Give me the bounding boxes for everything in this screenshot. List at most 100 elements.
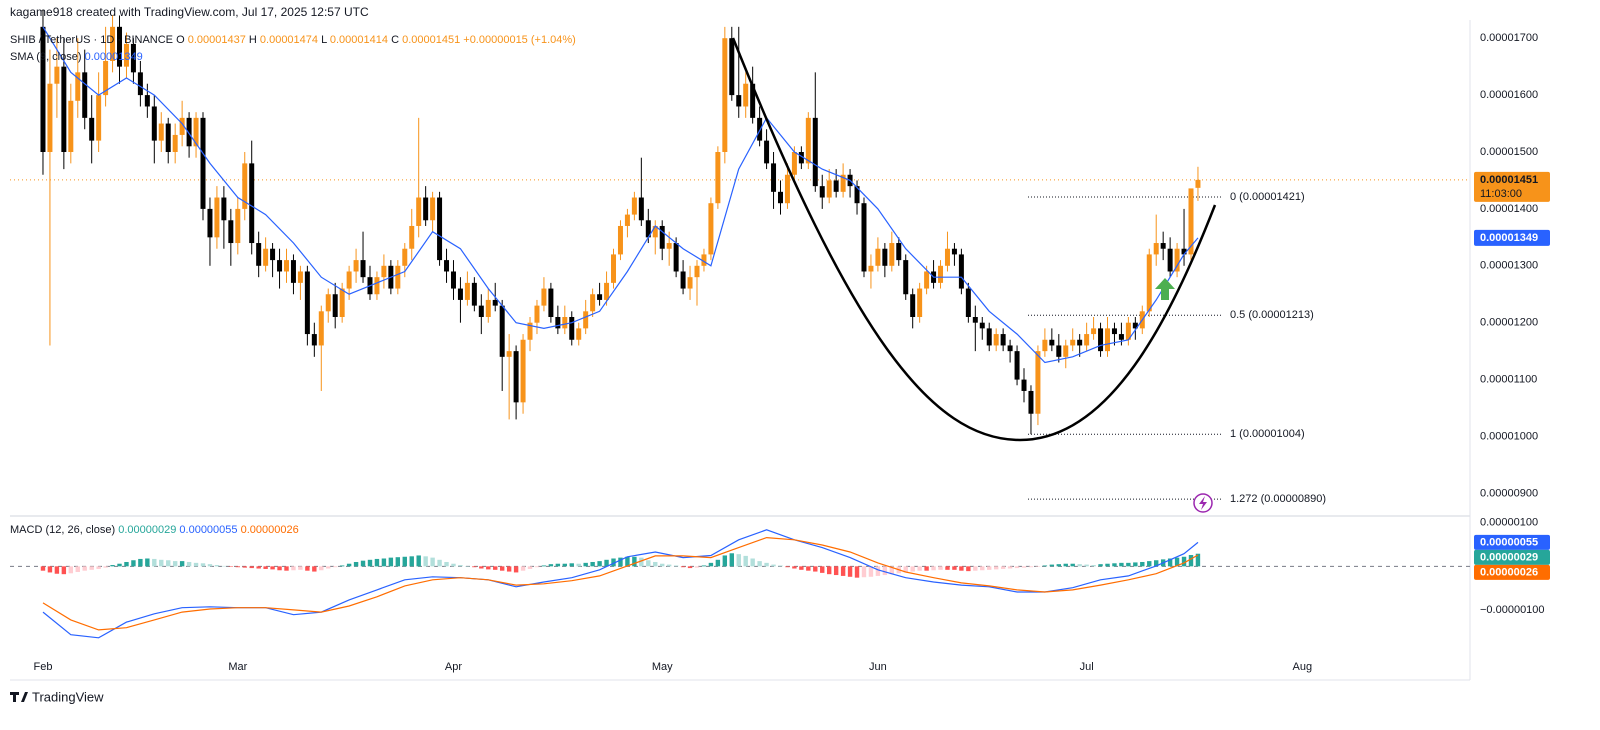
candle-body — [882, 248, 888, 266]
header: kagame918 created with TradingView.com, … — [10, 5, 369, 19]
macd-histogram-bar — [847, 566, 853, 577]
candle-body — [54, 66, 60, 84]
sma-price-label: 0.00001349 — [1480, 232, 1538, 244]
candle-body — [339, 288, 345, 317]
ohlc-value: 0.00001414 — [330, 34, 388, 46]
candle-body — [889, 243, 895, 266]
candle-body — [263, 248, 269, 266]
y-tick-label: 0.00000900 — [1480, 487, 1538, 499]
macd-legend: MACD (12, 26, close) 0.00000029 0.000000… — [10, 524, 299, 536]
candle-body — [130, 43, 136, 73]
candle-body — [590, 294, 596, 312]
macd-histogram-bar — [131, 560, 136, 567]
macd-histogram-bar — [124, 561, 129, 567]
macd-histogram-bar — [333, 566, 338, 568]
macd-histogram-bar — [381, 558, 387, 567]
macd-histogram-bar — [1007, 566, 1013, 569]
macd-histogram-bar — [757, 561, 762, 567]
candle-body — [520, 339, 526, 403]
candle-body — [555, 317, 561, 329]
macd-histogram-bar — [1035, 566, 1041, 567]
y-tick-label: 0.00001100 — [1480, 373, 1537, 385]
candle-body — [103, 60, 109, 96]
candle-body — [1125, 322, 1131, 340]
candle-body — [179, 117, 185, 135]
candle-body — [812, 117, 818, 187]
macd-histogram-bar — [1154, 560, 1159, 567]
candle-body — [332, 294, 338, 317]
macd-histogram-bar — [646, 560, 651, 567]
macd-histogram-bar — [416, 555, 421, 567]
fib-label: 1.272 (0.00000890) — [1230, 493, 1326, 505]
candle-body — [242, 163, 248, 209]
macd-price-box — [1474, 564, 1550, 580]
macd-histogram-bar — [701, 565, 707, 567]
macd-histogram-bar — [792, 566, 797, 569]
sma-price-box — [1474, 229, 1550, 246]
ohlc-value: 0.00001437 — [188, 34, 246, 46]
macd-histogram-bar — [256, 566, 261, 569]
macd-histogram-bar — [1174, 557, 1180, 567]
candle-body — [304, 271, 310, 335]
candle-body — [868, 265, 874, 272]
macd-histogram-bar — [214, 565, 220, 567]
macd-histogram-bar — [346, 563, 352, 567]
candle-body — [1014, 351, 1020, 380]
ohlc-key: C — [391, 34, 399, 46]
candle-body — [110, 26, 116, 61]
candle-body — [569, 317, 575, 340]
candle-body — [1021, 379, 1027, 391]
macd-histogram-bar — [1133, 562, 1138, 567]
macd-histogram-bar — [291, 566, 296, 571]
macd-histogram-bar — [875, 566, 881, 576]
macd-histogram-bar — [1119, 562, 1124, 567]
candle-body — [325, 294, 331, 312]
macd-histogram-bar — [374, 558, 380, 567]
macd-histogram-bar — [1070, 563, 1075, 567]
ohlc-key: H — [249, 34, 257, 46]
candle-body — [576, 328, 582, 340]
candle-body — [256, 243, 262, 266]
candle-body — [1084, 334, 1090, 346]
macd-histogram-bar — [569, 563, 574, 567]
macd-histogram-bar — [813, 566, 818, 572]
fib-label: 0.5 (0.00001213) — [1230, 309, 1314, 321]
macd-histogram-bar — [520, 566, 526, 571]
candle-body — [736, 95, 742, 107]
candle-body — [444, 260, 450, 272]
logo-mark — [10, 692, 28, 702]
macd-histogram-bar — [673, 565, 679, 567]
candle-body — [910, 294, 916, 317]
macd-price-label: 0.00000029 — [1480, 551, 1538, 563]
candle-body — [75, 72, 81, 101]
candle-body — [951, 248, 957, 255]
macd-histogram-bar — [903, 566, 908, 573]
candle-body — [896, 243, 902, 261]
candle-body — [743, 83, 749, 107]
candle-body — [1000, 334, 1006, 346]
macd-histogram-bar — [590, 561, 595, 567]
macd-histogram-bar — [987, 566, 992, 570]
macd-histogram-bar — [319, 566, 324, 571]
macd-histogram-bar — [854, 566, 860, 578]
macd-histogram-bar — [820, 566, 825, 573]
macd-histogram-bar — [47, 566, 53, 573]
candle-body — [82, 72, 88, 118]
macd-histogram-bar — [527, 566, 533, 569]
macd-name: MACD (12, 26, close) — [10, 524, 115, 536]
macd-histogram-bar — [632, 556, 637, 567]
macd-histogram-bar — [103, 566, 108, 568]
candle-body — [604, 282, 610, 300]
candle-body — [771, 163, 777, 192]
candle-body — [826, 180, 832, 198]
macd-histogram-bar — [75, 566, 80, 572]
candle-body — [1007, 345, 1013, 352]
macd-histogram-bar — [152, 558, 157, 567]
macd-histogram-bar — [959, 566, 964, 571]
up-arrow — [1155, 278, 1175, 300]
macd-histogram-bar — [833, 566, 839, 576]
candle-body — [1035, 351, 1041, 414]
macd-histogram-bar — [402, 556, 407, 567]
candle-body — [958, 254, 964, 289]
